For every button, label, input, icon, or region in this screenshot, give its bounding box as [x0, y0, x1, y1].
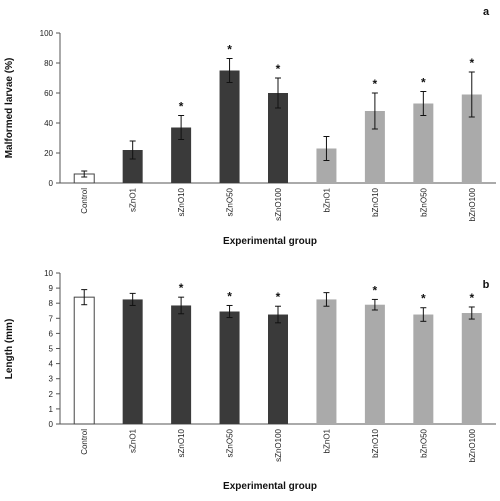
y-tick-label-b: 3	[49, 375, 54, 384]
y-tick-label-b: 2	[49, 390, 54, 399]
y-tick-label-a: 60	[44, 89, 53, 98]
x-tick-label-a-bZnO10: bZnO10	[371, 187, 380, 216]
significance-star-a-bZnO50: *	[421, 76, 426, 90]
x-tick-label-b-Control: Control	[80, 429, 89, 455]
x-tick-label-b-bZnO100: bZnO100	[468, 428, 477, 462]
bar-a-sZnO10	[171, 127, 192, 183]
significance-star-b-sZnO100: *	[276, 290, 281, 304]
significance-star-a-sZnO10: *	[179, 100, 184, 114]
x-tick-label-a-Control: Control	[80, 188, 89, 214]
x-tick-label-a-sZnO10: sZnO10	[177, 187, 186, 216]
x-tick-label-a-sZnO100: sZnO100	[274, 187, 283, 220]
bar-a-bZnO50	[413, 103, 434, 183]
x-tick-label-b-bZnO50: bZnO50	[419, 428, 428, 457]
y-tick-label-a: 0	[49, 179, 54, 188]
bar-b-bZnO50	[413, 314, 434, 424]
y-tick-label-b: 1	[49, 405, 54, 414]
y-tick-label-a: 100	[40, 29, 54, 38]
significance-star-a-bZnO10: *	[373, 77, 378, 91]
y-axis-title-b: Length (mm)	[4, 319, 15, 380]
bar-a-bZnO10	[364, 111, 385, 183]
x-tick-label-b-sZnO10: sZnO10	[177, 428, 186, 457]
plot-area-b: 0 1 2 3 4 5 6 7 8 9 10 Control sZnO1 * sZnO10 * sZnO50 * s…	[44, 269, 496, 462]
x-tick-label-a-bZnO100: bZnO100	[468, 187, 477, 221]
x-axis-title-a: Experimental group	[223, 236, 317, 247]
bar-b-sZnO1	[122, 299, 143, 424]
significance-star-b-sZnO50: *	[227, 289, 232, 303]
y-tick-label-b: 6	[49, 329, 54, 338]
y-tick-label-b: 0	[49, 420, 54, 429]
x-tick-label-b-bZnO10: bZnO10	[371, 428, 380, 457]
x-tick-label-a-bZnO50: bZnO50	[419, 187, 428, 216]
x-tick-label-b-sZnO50: sZnO50	[226, 428, 235, 457]
x-tick-label-b-sZnO1: sZnO1	[129, 428, 138, 453]
plot-area-a: 0 20 40 60 80 100 Control sZnO1 * sZnO10 * sZnO50 * s…	[40, 29, 496, 221]
bar-a-sZnO100	[268, 93, 288, 183]
y-tick-label-b: 7	[49, 314, 54, 323]
y-tick-label-b: 4	[49, 360, 54, 369]
panel-a: a Malformed larvae (%) Experimental grou…	[4, 6, 496, 247]
bar-b-bZnO100	[461, 313, 482, 424]
bar-b-Control	[73, 296, 95, 425]
bar-b-sZnO10	[171, 305, 192, 424]
x-tick-label-a-sZnO50: sZnO50	[226, 187, 235, 216]
bar-a-bZnO100	[461, 94, 482, 183]
y-tick-label-b: 5	[49, 345, 54, 354]
x-tick-label-a-bZnO1: bZnO1	[322, 187, 331, 212]
y-tick-label-b: 8	[49, 299, 54, 308]
y-tick-label-a: 80	[44, 59, 53, 68]
panel-b: b Length (mm) Experimental group 0 1 2 3 4 5 6…	[4, 269, 496, 492]
significance-star-b-bZnO50: *	[421, 292, 426, 306]
x-tick-label-b-bZnO1: bZnO1	[322, 428, 331, 453]
bar-b-bZnO10	[364, 304, 385, 424]
y-tick-label-a: 40	[44, 119, 53, 128]
bar-a-sZnO1	[122, 150, 143, 183]
bar-a-bZnO1	[316, 148, 337, 183]
bar-a-sZnO50	[219, 70, 240, 183]
bar-b-bZnO1	[316, 299, 337, 424]
panel-label-b: b	[483, 279, 490, 291]
x-tick-label-b-sZnO100: sZnO100	[274, 428, 283, 461]
x-tick-label-a-sZnO1: sZnO1	[129, 187, 138, 212]
significance-star-a-sZnO100: *	[276, 62, 281, 76]
y-tick-label-b: 9	[49, 284, 54, 293]
significance-star-b-bZnO10: *	[373, 283, 378, 297]
bar-b-sZnO100	[268, 314, 288, 424]
panel-label-a: a	[483, 6, 490, 18]
y-tick-label-a: 20	[44, 149, 53, 158]
x-axis-title-b: Experimental group	[223, 481, 317, 492]
y-axis-title-a: Malformed larvae (%)	[4, 58, 15, 159]
significance-star-b-bZnO100: *	[469, 291, 474, 305]
significance-star-b-sZnO10: *	[179, 281, 184, 295]
bar-b-sZnO50	[219, 311, 240, 424]
significance-star-a-bZnO100: *	[469, 56, 474, 70]
y-tick-label-b: 10	[44, 269, 53, 278]
significance-star-a-sZnO50: *	[227, 43, 232, 57]
